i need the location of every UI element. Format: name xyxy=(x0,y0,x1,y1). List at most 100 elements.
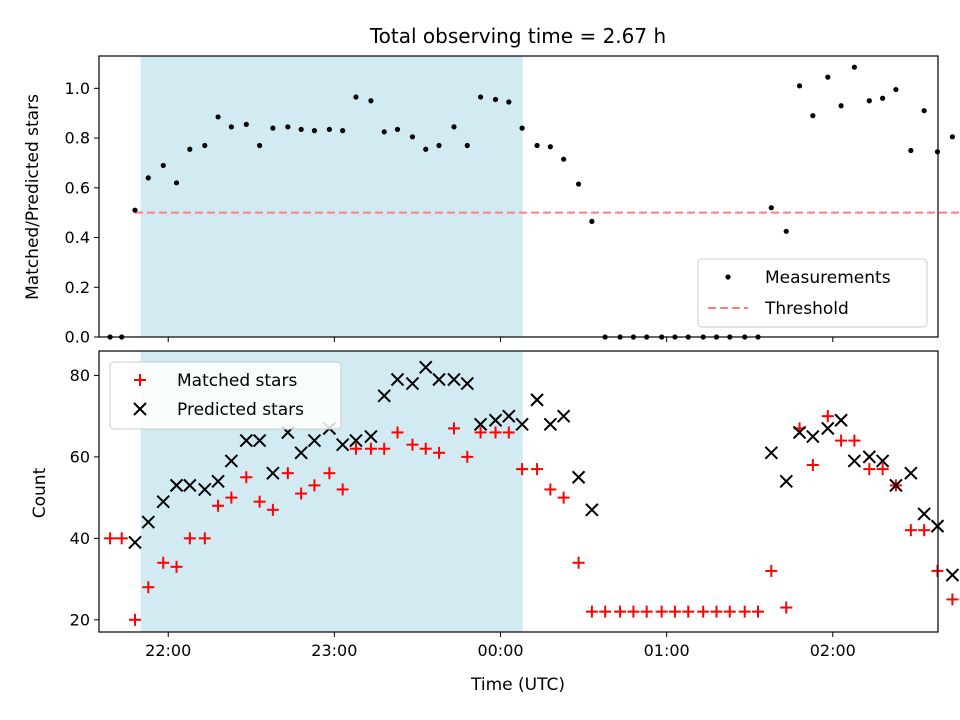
predicted-star-point xyxy=(571,470,586,484)
predicted-star-point xyxy=(432,372,446,387)
measurement-point xyxy=(589,218,595,224)
matched-star-point xyxy=(170,560,183,573)
predicted-marker-b xyxy=(889,478,903,493)
predicted-marker-b xyxy=(543,417,558,432)
matched-star-point xyxy=(104,532,117,545)
matched-star-point xyxy=(572,556,585,569)
measurement-point xyxy=(298,126,304,132)
measurement-point xyxy=(825,74,831,80)
predicted-star-point xyxy=(488,413,503,427)
measurement-point xyxy=(228,124,234,130)
bottom-y-tick-label: 60 xyxy=(70,447,90,466)
predicted-star-point xyxy=(390,372,405,387)
bottom-panel: 20 40 60 80 22:00 23:00 00:00 01:00 02:00 Count… xyxy=(30,350,960,695)
predicted-star-point xyxy=(764,446,779,460)
measurement-point xyxy=(353,94,359,100)
measurement-point xyxy=(451,124,457,130)
legend-predicted-label: Predicted stars xyxy=(177,400,304,420)
matched-star-point xyxy=(765,564,778,577)
matched-star-point xyxy=(364,442,377,455)
predicted-star-point xyxy=(904,466,918,480)
predicted-star-point xyxy=(156,494,170,509)
measurement-point xyxy=(243,121,249,127)
bottom-y-tick-label: 20 xyxy=(70,610,90,629)
predicted-star-point xyxy=(377,389,391,403)
predicted-star-point xyxy=(183,478,197,493)
predicted-marker-b xyxy=(792,425,807,440)
predicted-star-point xyxy=(460,376,474,391)
matched-star-point xyxy=(447,422,460,435)
predicted-marker-b xyxy=(252,433,267,448)
matched-star-point xyxy=(821,410,834,423)
predicted-star-point xyxy=(917,507,931,521)
predicted-star-point xyxy=(875,454,890,468)
predicted-star-point xyxy=(294,446,308,460)
predicted-marker-b xyxy=(917,507,931,521)
measurement-point xyxy=(326,126,332,132)
chart-title: Total observing time = 2.67 h xyxy=(369,24,666,48)
measurement-point xyxy=(187,146,193,152)
matched-star-point xyxy=(682,605,695,618)
predicted-star-point xyxy=(847,454,862,468)
bottom-y-tick-label: 40 xyxy=(70,529,90,548)
matched-star-point xyxy=(946,593,959,606)
measurement-point xyxy=(880,95,886,101)
measurement-point xyxy=(464,142,470,149)
matched-star-point xyxy=(780,601,793,614)
matched-star-point xyxy=(697,605,710,618)
matched-star-point xyxy=(531,463,544,476)
measurement-point xyxy=(285,124,291,130)
matched-star-point xyxy=(474,426,487,439)
predicted-marker-b xyxy=(419,360,433,374)
measurement-point xyxy=(477,94,484,100)
predicted-star-point xyxy=(252,433,267,448)
measurement-point xyxy=(949,134,955,140)
matched-star-point xyxy=(157,556,170,569)
predicted-star-point xyxy=(889,478,903,493)
measurement-point xyxy=(866,98,872,104)
matched-star-point xyxy=(183,532,196,545)
measurement-point xyxy=(810,113,816,119)
predicted-marker-b xyxy=(473,417,488,432)
matched-star-point xyxy=(585,605,598,618)
matched-star-point xyxy=(918,524,931,537)
matched-star-point xyxy=(640,605,653,618)
matched-star-point xyxy=(627,605,640,618)
measurement-point xyxy=(215,114,221,120)
predicted-marker-b xyxy=(307,433,322,448)
measurement-point xyxy=(783,228,789,234)
predicted-star-point xyxy=(862,450,877,464)
measurement-point xyxy=(368,98,374,104)
predicted-marker-b xyxy=(515,417,529,432)
predicted-star-point xyxy=(335,437,350,452)
matched-star-point xyxy=(308,479,321,492)
predicted-marker-b xyxy=(556,409,571,423)
predicted-star-point xyxy=(543,417,558,432)
matched-star-point xyxy=(406,438,419,451)
legend-predicted-marker xyxy=(133,402,147,416)
predicted-star-point xyxy=(447,372,461,387)
predicted-star-point xyxy=(239,433,254,448)
matched-star-point xyxy=(614,605,627,618)
measurement-point xyxy=(409,134,416,140)
matched-star-point xyxy=(295,487,308,500)
measurement-point xyxy=(796,83,803,89)
predicted-marker-b xyxy=(821,421,835,436)
predicted-star-point xyxy=(502,409,516,423)
predicted-star-point xyxy=(349,433,363,448)
predicted-star-point xyxy=(779,474,793,489)
measurement-point xyxy=(561,156,567,162)
predicted-marker-b xyxy=(266,466,280,480)
predicted-marker-b xyxy=(377,389,391,403)
bottom-legend: Matched stars Predicted stars xyxy=(109,361,342,430)
top-y-tick-label: 0.4 xyxy=(65,228,90,247)
matched-star-point xyxy=(876,463,889,476)
matched-star-point xyxy=(281,467,294,480)
matched-star-point xyxy=(710,605,723,618)
x-tick-label: 22:00 xyxy=(145,641,191,660)
legend-matched-label: Matched stars xyxy=(177,371,297,391)
matched-star-point xyxy=(198,532,211,545)
x-tick-label: 02:00 xyxy=(810,641,856,660)
measurement-point xyxy=(257,142,263,149)
predicted-star-point xyxy=(945,568,960,582)
